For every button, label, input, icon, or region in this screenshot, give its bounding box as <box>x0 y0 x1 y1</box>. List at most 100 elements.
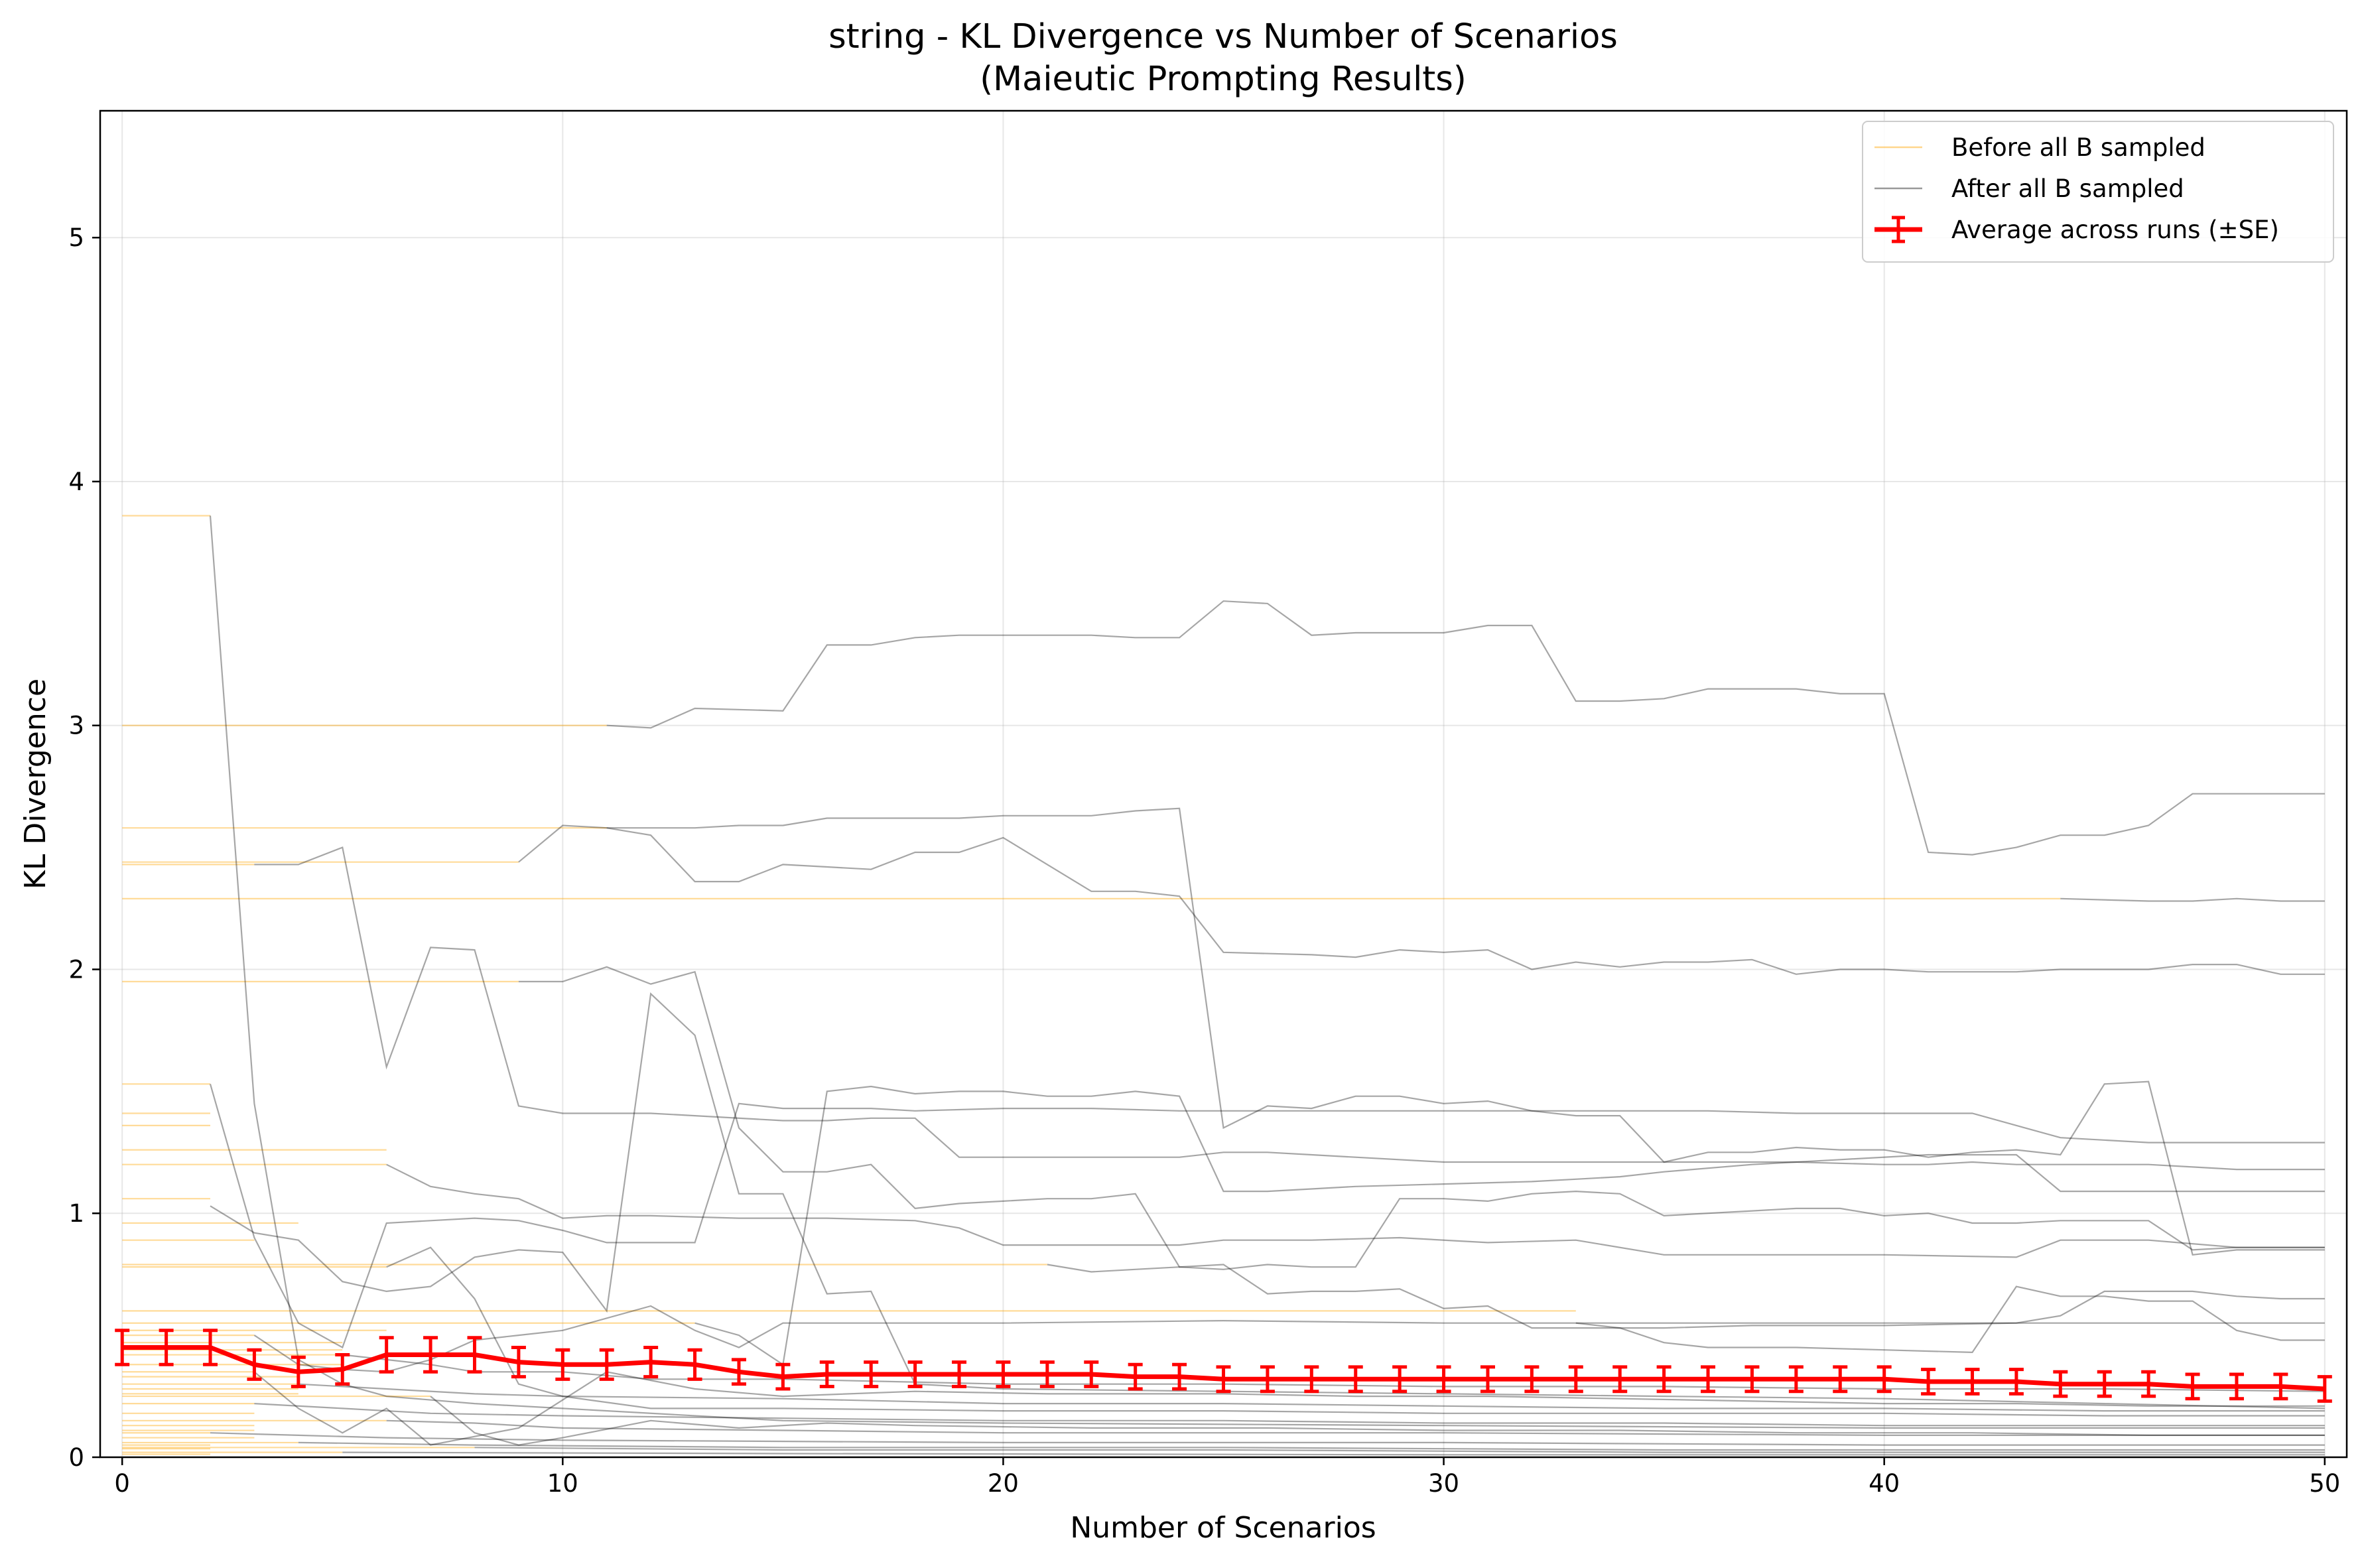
x-axis-label: Number of Scenarios <box>1070 1511 1376 1545</box>
chart-subtitle: (Maieutic Prompting Results) <box>980 60 1467 99</box>
average-error-bar <box>2141 1370 2156 1398</box>
after-line <box>298 1441 2325 1451</box>
y-tick-label: 2 <box>68 955 84 984</box>
legend-average-label: Average across runs (±SE) <box>1951 216 2279 244</box>
after-line <box>2060 897 2325 902</box>
after-line <box>342 1451 2325 1456</box>
after-line <box>254 846 2325 1171</box>
y-tick-label: 0 <box>68 1443 84 1472</box>
average-error-bar <box>423 1336 438 1374</box>
x-tick-label: 20 <box>988 1469 1019 1498</box>
average-error-bar <box>2273 1372 2288 1401</box>
run-lines <box>122 515 2325 1456</box>
average-error-bar <box>1392 1365 1408 1394</box>
average-error-bar <box>952 1360 967 1388</box>
after-line <box>210 1432 2325 1446</box>
average-error-bar <box>2053 1370 2068 1398</box>
average-error-bar <box>159 1329 174 1366</box>
plot-frame <box>99 109 2348 1459</box>
y-tick-label: 1 <box>68 1199 84 1228</box>
legend-box <box>1862 121 2334 263</box>
after-line <box>298 1383 2325 1412</box>
average-error-bar <box>864 1360 879 1388</box>
average-error-bar <box>1039 1360 1055 1388</box>
after-line <box>254 1403 2325 1427</box>
average-error-bar <box>335 1353 350 1386</box>
after-line <box>1047 1264 2325 1329</box>
average-error-bar <box>2229 1372 2244 1401</box>
after-line <box>386 1163 2325 1258</box>
y-tick-label: 3 <box>68 712 84 740</box>
x-tick-label: 0 <box>114 1469 130 1498</box>
average-error-bar <box>1788 1365 1804 1394</box>
average-error-bar <box>203 1329 218 1366</box>
average-error-bar <box>1480 1365 1495 1394</box>
average-error-bar <box>1568 1365 1583 1394</box>
after-line <box>518 824 2325 975</box>
x-tick-label: 10 <box>547 1469 578 1498</box>
after-line <box>694 1085 2325 1366</box>
average-error-bar <box>1128 1362 1143 1391</box>
after-line <box>210 992 2325 1409</box>
average-error-bar <box>115 1329 130 1366</box>
average-error-bar <box>1876 1365 1892 1394</box>
y-axis-label: KL Divergence <box>19 679 52 889</box>
average-error-bar <box>2317 1375 2332 1403</box>
x-tick-label: 30 <box>1428 1469 1459 1498</box>
average-error-bar <box>1701 1365 1716 1394</box>
x-tick-label: 40 <box>1869 1469 1900 1498</box>
average-error-bar <box>1172 1362 1187 1391</box>
average-error-bar <box>1436 1365 1451 1394</box>
average-error-bar <box>1524 1365 1540 1394</box>
average-error-bar <box>775 1362 791 1391</box>
average-error-bar <box>291 1355 306 1388</box>
after-line <box>209 515 2325 1429</box>
chart-title: string - KL Divergence vs Number of Scen… <box>828 17 1618 56</box>
after-line <box>253 1371 2325 1446</box>
after-line <box>342 1354 2325 1392</box>
after-line <box>386 1246 2325 1417</box>
legend-after-label: After all B sampled <box>1951 174 2184 203</box>
average-error-bar <box>731 1358 746 1386</box>
after-line <box>518 966 2325 1270</box>
after-line <box>386 1419 2325 1436</box>
after-line <box>606 807 2325 1256</box>
average-error-bar <box>687 1348 702 1381</box>
average-error-bar <box>1921 1368 1936 1396</box>
average-error-bar <box>379 1336 394 1374</box>
average-error-bar <box>1656 1365 1672 1394</box>
average-error-bar <box>1965 1368 1980 1396</box>
average-error-bar <box>467 1336 482 1374</box>
legend: Before all B sampled After all B sampled… <box>1862 121 2334 263</box>
after-line <box>430 1396 2325 1446</box>
average-error-bar <box>907 1360 923 1388</box>
after-line <box>474 1447 2325 1453</box>
average-error-bar <box>1216 1365 1231 1394</box>
after-line <box>209 1083 2325 1349</box>
average-series <box>115 1329 2332 1403</box>
after-line <box>606 600 2325 856</box>
average-error-bar <box>1833 1365 1848 1394</box>
legend-before-label: Before all B sampled <box>1951 133 2205 162</box>
average-error-bar <box>1084 1360 1099 1388</box>
average-error-bar <box>511 1346 526 1379</box>
average-error-bar <box>1348 1365 1363 1394</box>
after-line <box>1575 1285 2325 1354</box>
y-tick-label: 5 <box>68 224 84 252</box>
average-error-bar <box>2097 1370 2112 1398</box>
average-error-bar <box>247 1348 262 1381</box>
average-error-bar <box>555 1348 570 1381</box>
y-tick-label: 4 <box>68 468 84 496</box>
average-error-bar <box>1612 1365 1628 1394</box>
average-error-bar <box>1304 1365 1319 1394</box>
average-error-bar <box>996 1360 1011 1388</box>
average-error-bar <box>1260 1365 1275 1394</box>
axis-ticks: 0 10 20 30 40 50 0 1 2 3 4 5 <box>68 224 2340 1498</box>
x-tick-label: 50 <box>2309 1469 2340 1498</box>
average-error-bar <box>2008 1368 2024 1396</box>
average-error-bar <box>1744 1365 1760 1394</box>
legend-average-swatch <box>1874 216 1922 243</box>
average-error-bar <box>819 1360 834 1388</box>
average-error-bar <box>599 1348 614 1381</box>
